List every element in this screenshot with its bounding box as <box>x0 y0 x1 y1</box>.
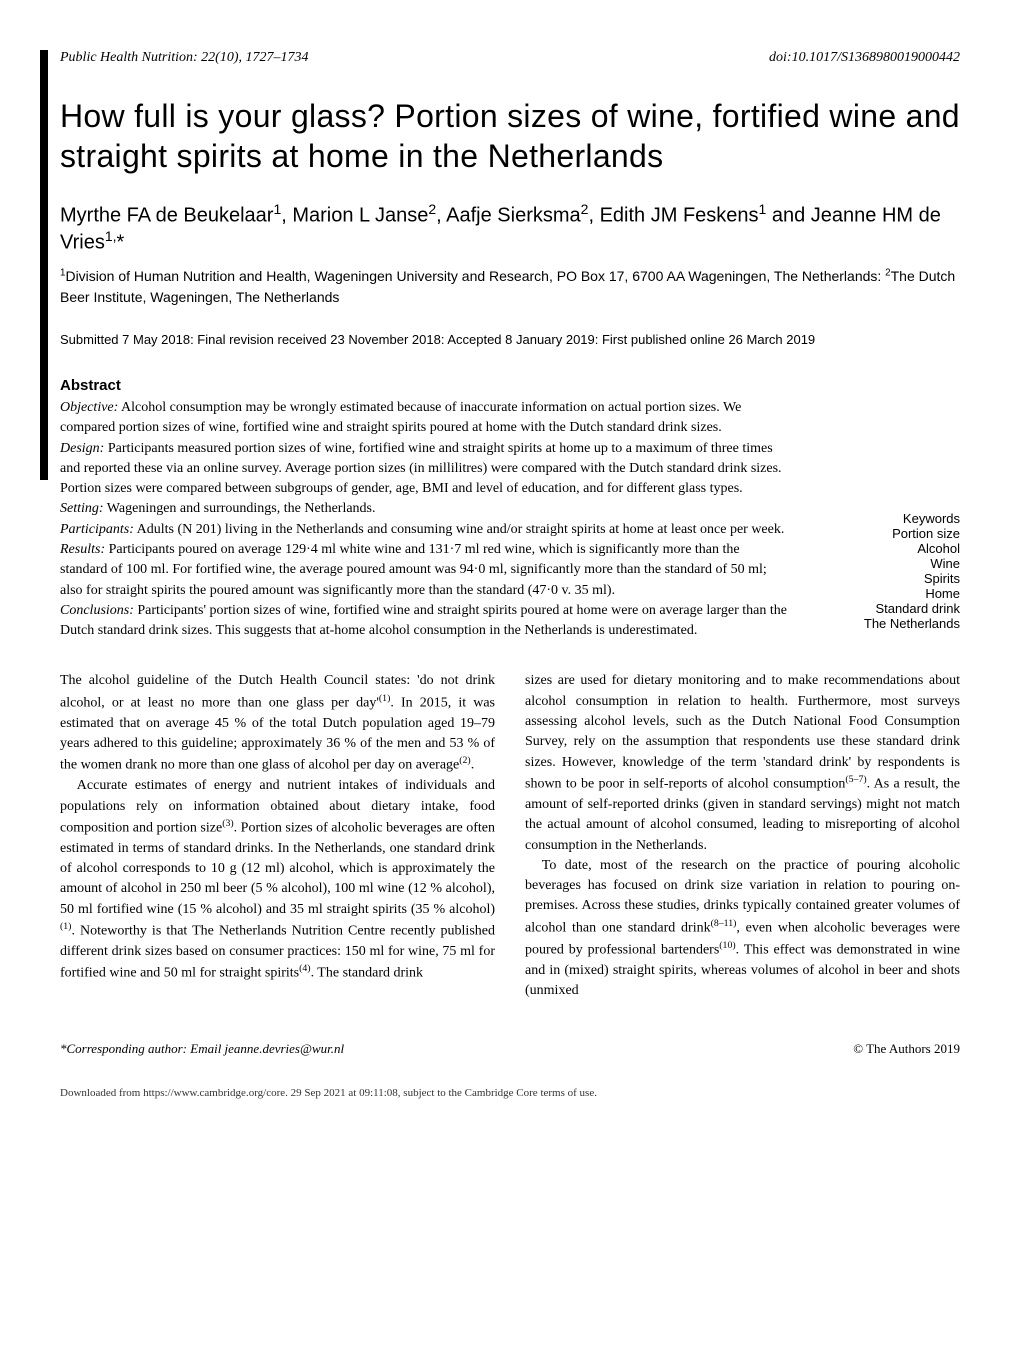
body-columns: The alcohol guideline of the Dutch Healt… <box>60 671 960 1001</box>
submission-dates: Submitted 7 May 2018: Final revision rec… <box>60 332 960 347</box>
corresponding-author: *Corresponding author: Email jeanne.devr… <box>60 1041 344 1057</box>
abstract-heading: Abstract <box>60 377 960 394</box>
authors: Myrthe FA de Beukelaar1, Marion L Janse2… <box>60 201 960 254</box>
affiliations: 1Division of Human Nutrition and Health,… <box>60 266 960 307</box>
abstract-results: Results: Participants poured on average … <box>60 540 790 601</box>
accent-bar <box>40 50 48 480</box>
body-paragraph: sizes are used for dietary monitoring an… <box>525 671 960 855</box>
keyword: Portion size <box>820 526 960 541</box>
abstract-design: Design: Participants measured portion si… <box>60 439 790 500</box>
download-note: Downloaded from https://www.cambridge.or… <box>60 1087 960 1099</box>
doi: doi:10.1017/S1368980019000442 <box>769 50 960 66</box>
column-left: The alcohol guideline of the Dutch Healt… <box>60 671 495 1001</box>
abstract-participants: Participants: Adults (N 201) living in t… <box>60 520 790 540</box>
abstract-section: Objective: Alcohol consumption may be wr… <box>60 398 960 642</box>
keyword: Spirits <box>820 571 960 586</box>
journal-info: Public Health Nutrition: 22(10), 1727–17… <box>60 50 308 66</box>
running-header: Public Health Nutrition: 22(10), 1727–17… <box>60 50 960 66</box>
abstract-setting: Setting: Wageningen and surroundings, th… <box>60 499 790 519</box>
body-paragraph: To date, most of the research on the pra… <box>525 856 960 1001</box>
body-paragraph: The alcohol guideline of the Dutch Healt… <box>60 671 495 776</box>
page-footer: *Corresponding author: Email jeanne.devr… <box>60 1041 960 1057</box>
keyword: Wine <box>820 556 960 571</box>
keyword: Standard drink <box>820 601 960 616</box>
body-paragraph: Accurate estimates of energy and nutrien… <box>60 776 495 984</box>
keyword: Home <box>820 586 960 601</box>
abstract-body: Objective: Alcohol consumption may be wr… <box>60 398 790 642</box>
keywords-heading: Keywords <box>903 511 960 526</box>
copyright: © The Authors 2019 <box>853 1041 960 1057</box>
column-right: sizes are used for dietary monitoring an… <box>525 671 960 1001</box>
abstract-conclusions: Conclusions: Participants' portion sizes… <box>60 601 790 642</box>
abstract-objective: Objective: Alcohol consumption may be wr… <box>60 398 790 439</box>
keyword: The Netherlands <box>820 616 960 631</box>
keyword: Alcohol <box>820 541 960 556</box>
article-title: How full is your glass? Portion sizes of… <box>60 96 960 176</box>
keywords-box: Keywords Portion size Alcohol Wine Spiri… <box>820 511 960 631</box>
